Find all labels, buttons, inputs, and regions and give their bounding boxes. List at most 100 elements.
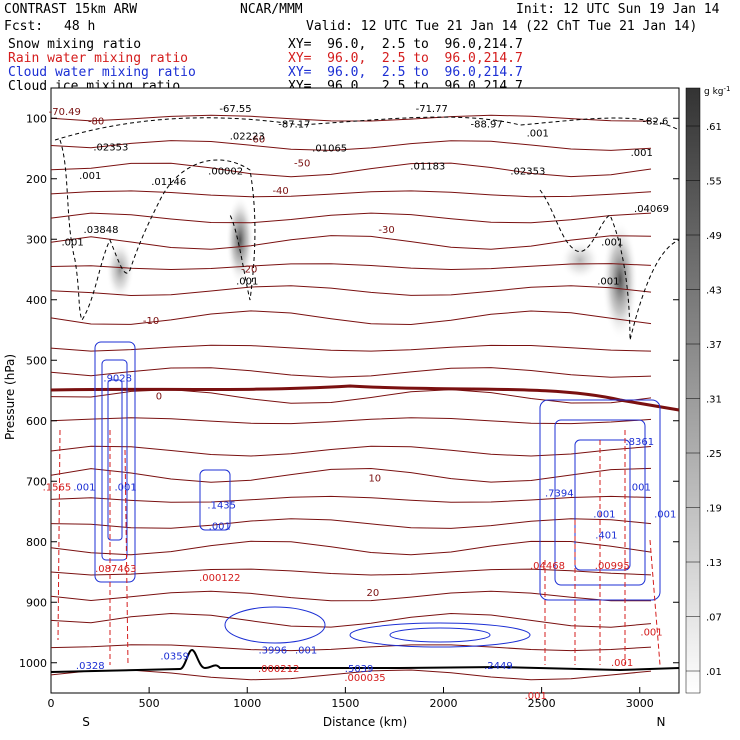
rain-contour xyxy=(649,539,661,666)
temperature-contour-line xyxy=(50,310,652,326)
snow-blob xyxy=(602,220,638,340)
x-tick-label: 2000 xyxy=(430,697,458,710)
black-contour-label: .01065 xyxy=(312,144,347,155)
blue-contour-label: .7394 xyxy=(545,488,574,499)
red-contour-label: .087463 xyxy=(95,564,136,575)
snow-contour-east xyxy=(539,189,680,341)
rain-contour xyxy=(57,429,61,641)
temperature-contour-line xyxy=(50,417,652,425)
blue-contour-label: .0359 xyxy=(160,652,189,663)
colorbar-tick-label: .43 xyxy=(706,286,722,297)
blue-contour-label: .001 xyxy=(295,646,317,657)
x-tick-label: 1500 xyxy=(331,697,359,710)
temperature-contour-line xyxy=(50,644,652,652)
black-contour-label: .03848 xyxy=(84,225,119,236)
blue-contour-label: .0328 xyxy=(76,661,105,672)
forecast-value: 48 h xyxy=(64,19,96,34)
blue-contour-label: .1435 xyxy=(207,500,236,511)
temperature-contour-line xyxy=(50,285,652,297)
red-contour-label: .001 xyxy=(640,628,662,639)
rain-contour xyxy=(124,449,129,666)
black-contour-label: .00002 xyxy=(208,167,243,178)
temperature-contour-line xyxy=(50,495,652,503)
temperature-contour-line xyxy=(50,344,652,352)
cloud-box xyxy=(94,341,136,583)
cloud-box xyxy=(107,379,123,541)
temperature-contour-line xyxy=(50,518,652,529)
colorbar-tick-label: .13 xyxy=(706,558,722,569)
legend-cloud-water-xy: XY= 96.0, 2.5 to 96.0,214.7 xyxy=(288,65,523,80)
black-contour-label: .001 xyxy=(631,148,653,159)
colorbar-tick-label: .61 xyxy=(706,122,722,133)
colorbar-ticks: .01 .07 .13 .19 .25 .31 .37 .43 .49 .55 .61 xyxy=(686,122,722,678)
colorbar-tick-label: .49 xyxy=(706,231,722,242)
black-contour-label: .001 xyxy=(597,277,619,288)
blue-contour-label: .001 xyxy=(73,482,95,493)
temperature-contour-line xyxy=(50,612,652,628)
black-contour-label: .001 xyxy=(61,237,83,248)
cloud-box xyxy=(199,469,231,531)
x-tick-label: 500 xyxy=(139,697,160,710)
black-contour-label: .001 xyxy=(601,237,623,248)
y-tick-label: 400 xyxy=(26,294,47,307)
x-tick-label: 0 xyxy=(48,697,55,710)
black-contour-label: .02353 xyxy=(510,167,545,178)
temperature-contour-label: 0 xyxy=(156,392,162,403)
red-contour-label: .001 xyxy=(611,658,633,669)
temperature-contour-line xyxy=(50,190,652,198)
snow-shading xyxy=(106,195,638,340)
black-contour-label: .02223 xyxy=(230,131,265,142)
y-tick-label: 700 xyxy=(26,475,47,488)
temperature-contour-line xyxy=(50,467,652,483)
red-contour-label: .000122 xyxy=(199,573,240,584)
colorbar-unit: g kg-1 xyxy=(704,85,730,97)
black-contour-label: .001 xyxy=(527,128,549,139)
colorbar-tick-label: .31 xyxy=(706,395,722,406)
colorbar-tick-label: .55 xyxy=(706,177,722,188)
x-end-label-north: N xyxy=(657,715,666,729)
black-contour-label: -67.55 xyxy=(219,104,251,115)
temperature-contour-label: -70.49 xyxy=(49,107,81,118)
y-tick-label: 300 xyxy=(26,233,47,246)
black-contour-label: .02353 xyxy=(93,142,128,153)
black-contour-label: .04069 xyxy=(634,204,669,215)
contour-labels: -80 -70.49 -60 -50 -40 -30 -20 -10 0 10 20 -87.17 -6… xyxy=(43,104,677,702)
temperature-contour-line xyxy=(50,590,651,602)
snow-contours xyxy=(54,116,680,341)
valid-time: Valid: 12 UTC Tue 21 Jan 14 (22 ChT Tue … xyxy=(306,19,698,34)
red-contour-label: .04468 xyxy=(530,561,565,572)
blue-contour-label: .001 xyxy=(654,510,676,521)
y-tick-label: 1000 xyxy=(19,657,47,670)
blue-contour-label: .9028 xyxy=(103,373,132,384)
temperature-contours xyxy=(50,114,652,681)
temperature-contour-line xyxy=(50,212,652,224)
legend-cloud-water: Cloud water mixing ratio xyxy=(8,65,196,80)
cloud-water-contours xyxy=(94,341,661,648)
temperature-contour-line xyxy=(50,568,652,576)
black-contour-label: .001 xyxy=(79,171,101,182)
cloud-ellipse xyxy=(349,622,531,648)
cloud-box xyxy=(574,439,631,571)
temperature-contour-line xyxy=(50,235,652,250)
y-tick-label: 100 xyxy=(26,112,47,125)
red-contour-label: .000212 xyxy=(258,664,299,675)
cloud-box xyxy=(101,359,128,561)
colorbar-tick-label: .01 xyxy=(706,667,722,678)
colorbar-unit-exponent: -1 xyxy=(724,85,731,93)
black-contour-label: -82.6 xyxy=(643,116,669,127)
y-axis-label: Pressure (hPa) xyxy=(3,354,17,440)
temperature-contour-line xyxy=(50,367,652,378)
snow-contour-top xyxy=(54,116,680,141)
model-name: CONTRAST 15km ARW xyxy=(4,2,138,17)
blue-contour-label: .8361 xyxy=(625,437,654,448)
cloud-ellipse xyxy=(389,627,491,643)
temperature-contour-line xyxy=(50,540,652,556)
temperature-contour-label: -30 xyxy=(378,225,394,236)
temperature-contour-label: -60 xyxy=(249,134,265,145)
forecast-label: Fcst: xyxy=(4,19,44,34)
blue-contour-label: .001 xyxy=(593,510,615,521)
snow-contour-west xyxy=(59,139,256,322)
x-axis-label: Distance (km) xyxy=(323,715,407,729)
